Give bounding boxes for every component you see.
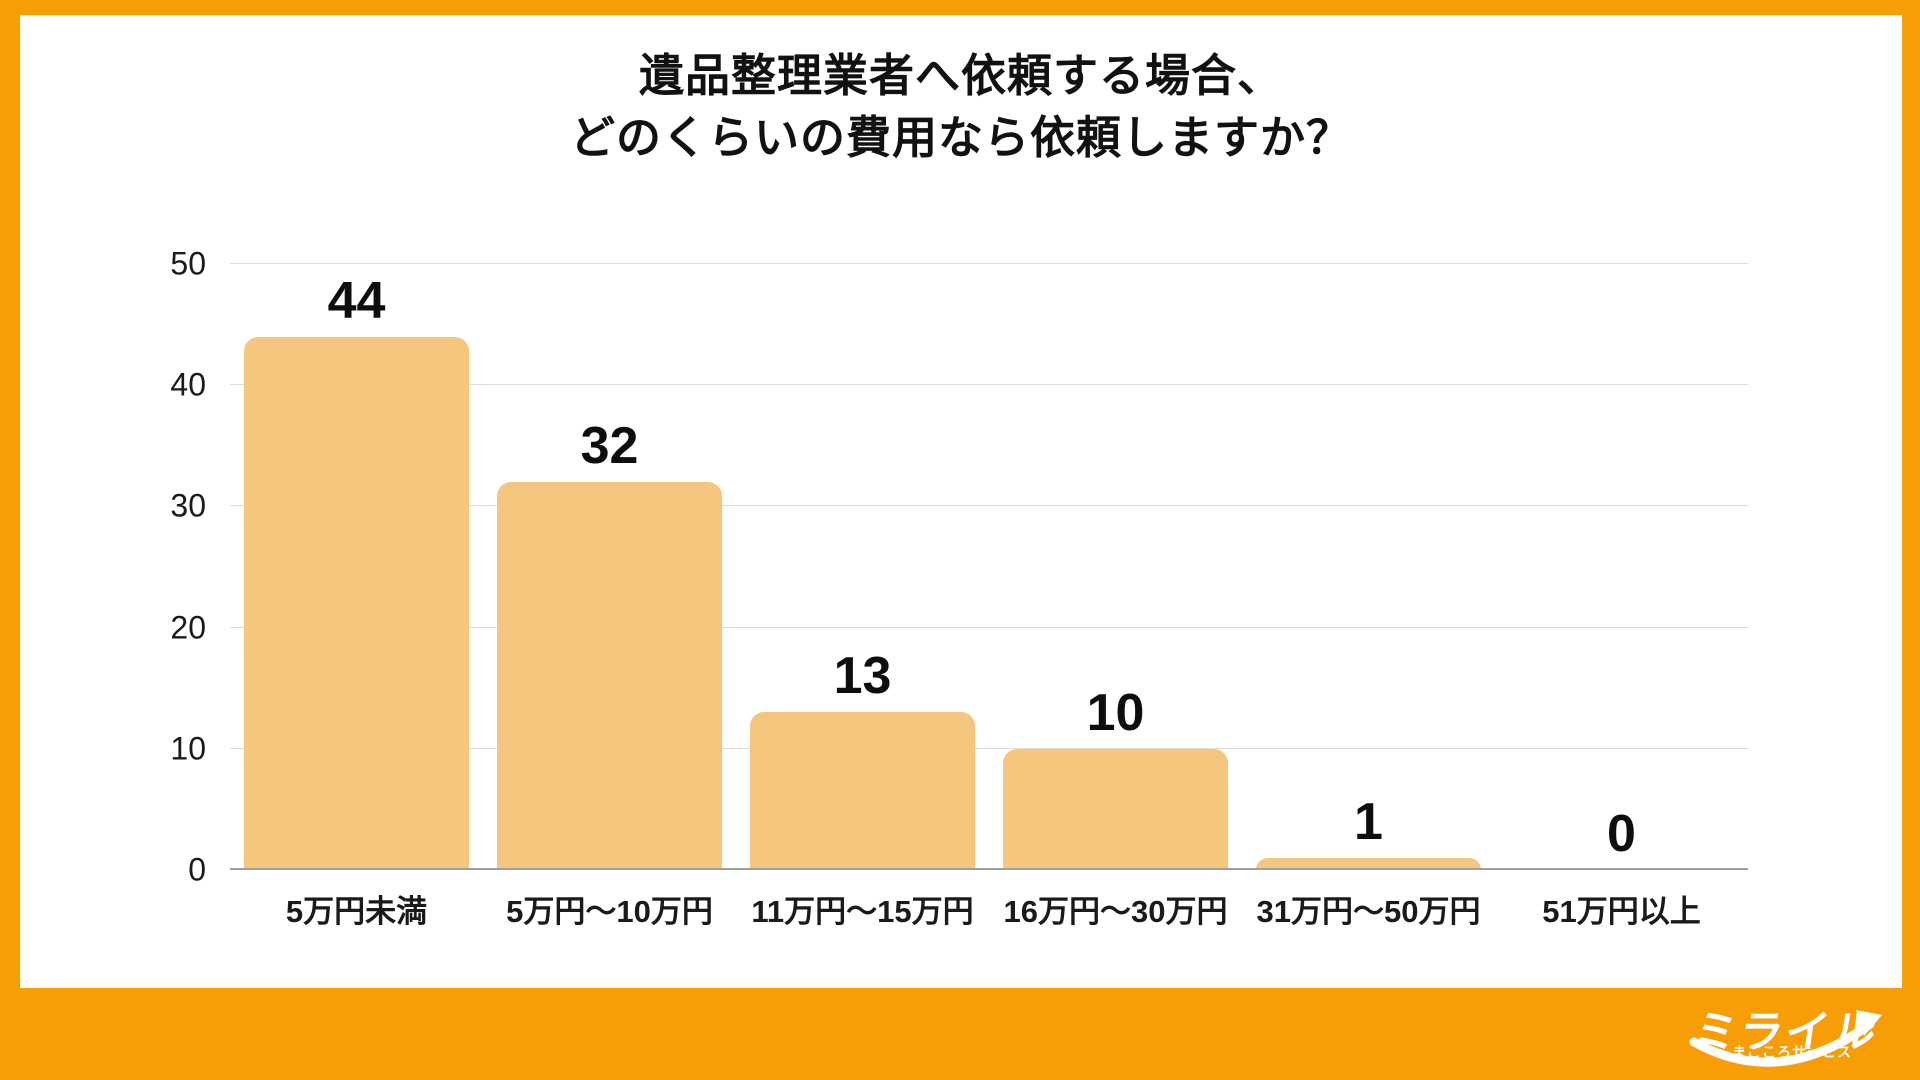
x-axis-category-label: 5万円未満	[285, 894, 428, 929]
bar-value-label: 32	[580, 417, 639, 476]
x-axis-category-label: 16万円〜30万円	[1003, 894, 1228, 929]
bar-value-label: 13	[833, 647, 892, 706]
chart-title-line1: 遺品整理業者へ依頼する場合、	[638, 50, 1283, 101]
y-axis-tick-label: 30	[170, 487, 206, 524]
bar-value-label: 0	[1607, 805, 1636, 863]
x-axis-category-label: 31万円〜50万円	[1256, 894, 1481, 929]
x-axis-category-label: 11万円〜15万円	[751, 894, 974, 929]
y-axis-tick-label: 10	[170, 730, 206, 767]
bar-column: 1 31万円〜50万円	[1242, 264, 1495, 929]
bar	[243, 336, 470, 870]
bar	[1002, 748, 1229, 870]
x-axis-category-label: 51万円以上	[1542, 894, 1701, 929]
gridline	[230, 505, 1748, 507]
bar	[1255, 857, 1482, 870]
bar-column: 32 5万円〜10万円	[483, 264, 736, 929]
gridline	[230, 384, 1748, 386]
gridline	[230, 626, 1748, 628]
y-axis-tick-label: 20	[170, 609, 206, 646]
y-axis-tick-label: 0	[188, 851, 206, 888]
bar-value-label: 1	[1354, 792, 1383, 851]
chart-title: 遺品整理業者へ依頼する場合、 どのくらいの費用なら依頼しますか？	[20, 45, 1902, 169]
brand-logo-subtext: まごころサービス	[1732, 1044, 1852, 1060]
bar-columns: 44 5万円未満 32 5万円〜10万円 13 11万円〜15万円 10 16万円〜30万円 1…	[230, 264, 1748, 929]
bar-column: 13 11万円〜15万円	[736, 264, 989, 929]
gridline	[230, 747, 1748, 749]
y-axis-tick-label: 50	[170, 245, 206, 282]
x-axis-category-label: 5万円〜10万円	[506, 894, 713, 929]
chart-title-line2: どのくらいの費用なら依頼しますか？	[569, 112, 1352, 164]
bar-value-label: 10	[1086, 683, 1145, 742]
bar	[496, 482, 723, 870]
chart-panel: 遺品整理業者へ依頼する場合、 どのくらいの費用なら依頼しますか？ 0 10 20 30…	[20, 15, 1902, 988]
bar-column: 10 16万円〜30万円	[989, 264, 1242, 929]
brand-logo: ミライル まごころサービス	[1680, 998, 1898, 1074]
y-axis-tick-label: 40	[170, 366, 206, 403]
bar-column: 44 5万円未満	[230, 264, 483, 929]
bar-value-label: 44	[327, 271, 386, 330]
bar-column: 0 51万円以上	[1495, 264, 1748, 929]
bar	[749, 712, 976, 870]
bar-chart-plot-area: 0 10 20 30 40 50 44 5万円未満 32 5万円〜10万円 13 11万円〜15万円 1…	[170, 246, 1748, 929]
gridline	[230, 263, 1748, 264]
x-axis-line	[230, 868, 1748, 870]
